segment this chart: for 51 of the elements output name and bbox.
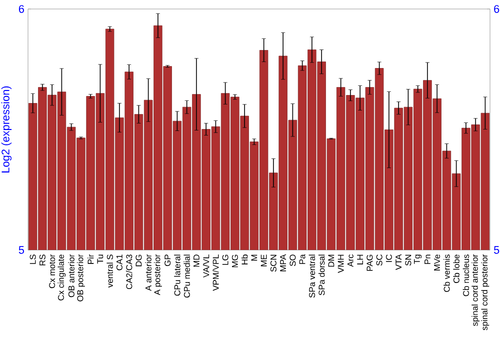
x-tick-label: OB anterior [68,254,74,298]
y2-tick-label: 6 [494,5,500,13]
x-tick-label: Cx motor [49,254,56,288]
x-tick-label: Cb lobe [453,254,460,283]
x-tick-label: Arc [347,254,354,267]
x-tick-label: CA2/CA3 [126,254,132,290]
x-tick-label: VTA [396,254,402,270]
x-tick-label: MG [232,254,238,268]
x-tick-label: Pn [424,254,430,264]
x-tick-label: SC [376,254,382,266]
x-tick-label: Tg [414,254,422,264]
x-tick-label: SO [290,254,296,266]
x-tick-label: Cx cingulate [58,254,66,300]
x-tick-label: LS [30,254,36,264]
x-tick-label: VA/VL [202,254,210,278]
x-tick-label: A anterior [145,254,152,291]
x-tick-label: CPu medial [184,254,190,298]
x-tick-label: MPA [280,254,286,272]
x-tick-label: SPa ventral [308,254,316,298]
y-axis-title: Log2 (expression) [1,86,12,172]
x-tick-label: Cb nucleus [462,254,470,296]
x-tick-label: ventral S [106,254,113,288]
x-tick-label: MD [194,254,200,267]
x-tick-label: CA1 [116,254,122,270]
x-tick-label: OB posterior [76,254,85,302]
x-tick-label: VMH [338,254,344,273]
x-tick-label: ME [260,254,267,266]
x-tick-label: MVe [434,254,440,270]
x-tick-label: DM [328,254,334,267]
x-tick-label: RS [39,254,46,266]
x-tick-label: VPM/VPL [212,254,219,291]
x-tick-label: spinal cord posterior [481,254,490,330]
x-tick-label: LG [222,254,228,265]
x-tick-label: SPa dorsal [318,254,325,296]
x-tick-label: SN [405,254,412,266]
x-tick-label: Cb vermis [444,254,450,292]
x-tick-label: PAG [366,254,373,271]
x-tick-label: Pa [299,254,306,264]
x-tick-label: LH [357,254,363,264]
x-tick-label: CPu lateral [174,254,180,296]
x-tick-label: M [251,254,258,261]
x-tick-label: A posterior [154,254,162,296]
x-tick-label: Tu [97,254,104,264]
x-tick-label: DG [136,254,142,266]
x-tick-label: Hb [241,254,248,264]
y2-tick-label: 5 [494,246,500,254]
x-tick-label: spinal cord anterior [472,254,480,326]
x-tick-label: SCN [270,254,276,272]
x-tick-label: IC [386,254,392,262]
x-tick-label: Pir [87,254,94,264]
x-tick-label: GP [164,254,171,266]
